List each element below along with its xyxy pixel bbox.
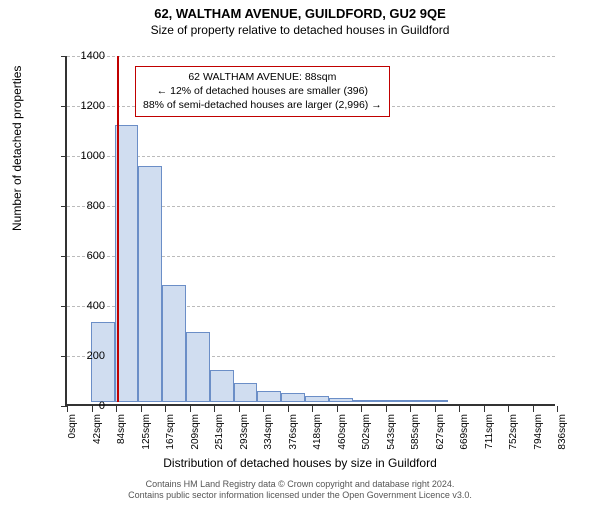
plot-area: 62 WALTHAM AVENUE: 88sqm ← 12% of detach… <box>65 56 555 406</box>
ytick-label: 1400 <box>65 50 105 62</box>
y-axis-label: Number of detached properties <box>10 66 24 231</box>
x-axis-label: Distribution of detached houses by size … <box>0 456 600 470</box>
histogram-bar <box>424 400 448 402</box>
histogram-bar <box>376 400 400 402</box>
xtick-mark <box>190 406 191 412</box>
histogram-bar <box>281 393 305 402</box>
ytick-label: 600 <box>65 250 105 262</box>
xtick-mark <box>288 406 289 412</box>
xtick-mark <box>484 406 485 412</box>
xtick-mark <box>337 406 338 412</box>
xtick-mark <box>557 406 558 412</box>
chart-container: 62, WALTHAM AVENUE, GUILDFORD, GU2 9QE S… <box>0 6 600 506</box>
chart-title: 62, WALTHAM AVENUE, GUILDFORD, GU2 9QE <box>0 6 600 21</box>
xtick-mark <box>533 406 534 412</box>
histogram-bar <box>400 400 424 402</box>
xtick-mark <box>508 406 509 412</box>
histogram-bar <box>329 398 353 402</box>
info-line-3: 88% of semi-detached houses are larger (… <box>143 98 382 112</box>
footer-attribution: Contains HM Land Registry data © Crown c… <box>0 479 600 502</box>
xtick-mark <box>165 406 166 412</box>
info-line-1: 62 WALTHAM AVENUE: 88sqm <box>143 70 382 84</box>
xtick-mark <box>263 406 264 412</box>
xtick-mark <box>386 406 387 412</box>
grid-line <box>67 156 555 157</box>
ytick-label: 0 <box>65 400 105 412</box>
info-box: 62 WALTHAM AVENUE: 88sqm ← 12% of detach… <box>135 66 390 117</box>
info-line-2: ← 12% of detached houses are smaller (39… <box>143 84 382 98</box>
xtick-mark <box>435 406 436 412</box>
histogram-bar <box>353 400 376 403</box>
histogram-bar <box>234 383 257 402</box>
xtick-mark <box>214 406 215 412</box>
xtick-mark <box>141 406 142 412</box>
chart-subtitle: Size of property relative to detached ho… <box>0 23 600 37</box>
ytick-label: 800 <box>65 200 105 212</box>
xtick-mark <box>410 406 411 412</box>
histogram-bar <box>91 322 115 402</box>
histogram-bar <box>186 332 210 402</box>
xtick-mark <box>312 406 313 412</box>
xtick-mark <box>116 406 117 412</box>
xtick-mark <box>361 406 362 412</box>
histogram-bar <box>257 391 281 402</box>
grid-line <box>67 56 555 57</box>
ytick-label: 1200 <box>65 100 105 112</box>
histogram-bar <box>210 370 234 403</box>
histogram-bar <box>162 285 186 403</box>
histogram-bar <box>138 166 162 402</box>
xtick-mark <box>459 406 460 412</box>
footer-line-1: Contains HM Land Registry data © Crown c… <box>0 479 600 491</box>
footer-line-2: Contains public sector information licen… <box>0 490 600 502</box>
ytick-label: 200 <box>65 350 105 362</box>
ytick-label: 400 <box>65 300 105 312</box>
ytick-label: 1000 <box>65 150 105 162</box>
xtick-mark <box>239 406 240 412</box>
histogram-bar <box>305 396 329 402</box>
property-marker-line <box>117 56 119 402</box>
